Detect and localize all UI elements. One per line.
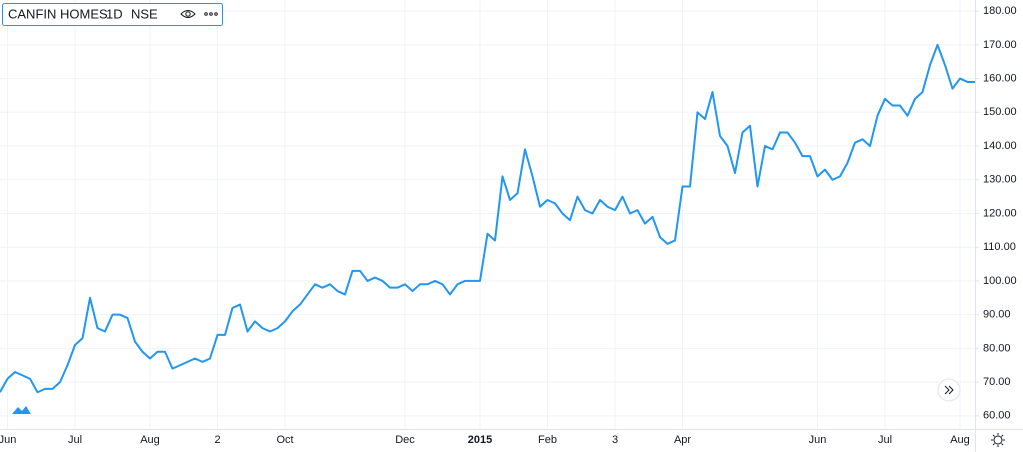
y-tick-label: 140.00 bbox=[983, 140, 1017, 152]
plot bbox=[0, 43, 975, 394]
x-tick-label: Aug bbox=[140, 434, 160, 446]
x-tick-label: Apr bbox=[674, 434, 691, 446]
eye-icon[interactable] bbox=[180, 10, 196, 18]
x-tick-label: Oct bbox=[276, 434, 293, 446]
logo bbox=[12, 406, 31, 414]
y-tick-label: 60.00 bbox=[983, 410, 1011, 422]
symbol: CANFIN HOMES bbox=[8, 6, 108, 21]
y-tick-label: 150.00 bbox=[983, 106, 1017, 118]
more-icon[interactable] bbox=[204, 12, 218, 16]
interval: 1D bbox=[106, 6, 123, 21]
x-tick-label: 3 bbox=[612, 434, 618, 446]
x-tick-label: Jul bbox=[878, 434, 892, 446]
x-tick-label: Dec bbox=[395, 434, 415, 446]
x-tick-label: Jun bbox=[0, 434, 16, 446]
x-tick-label: Jun bbox=[809, 434, 827, 446]
scroll-button[interactable] bbox=[937, 378, 961, 402]
y-tick-label: 90.00 bbox=[983, 309, 1011, 321]
y-tick-label: 180.00 bbox=[983, 5, 1017, 17]
legend-box[interactable] bbox=[2, 3, 223, 26]
grid bbox=[0, 0, 975, 430]
price-line bbox=[0, 43, 975, 394]
exchange: NSE bbox=[131, 6, 158, 21]
y-tick-label: 100.00 bbox=[983, 275, 1017, 287]
x-tick-label: Aug bbox=[950, 434, 970, 446]
y-tick-label: 110.00 bbox=[983, 241, 1016, 253]
y-tick-label: 80.00 bbox=[983, 342, 1011, 354]
y-tick-label: 170.00 bbox=[983, 39, 1017, 51]
y-tick-label: 70.00 bbox=[983, 376, 1011, 388]
y-tick-label: 160.00 bbox=[983, 72, 1017, 84]
x-tick-label: Feb bbox=[538, 434, 557, 446]
y-tick-label: 120.00 bbox=[983, 207, 1017, 219]
x-tick-label: 2 bbox=[214, 434, 220, 446]
y-tick-label: 130.00 bbox=[983, 174, 1017, 186]
x-tick-label: Jul bbox=[68, 434, 82, 446]
x-tick-label: 2015 bbox=[468, 434, 492, 446]
settings-icon[interactable] bbox=[991, 433, 1005, 447]
